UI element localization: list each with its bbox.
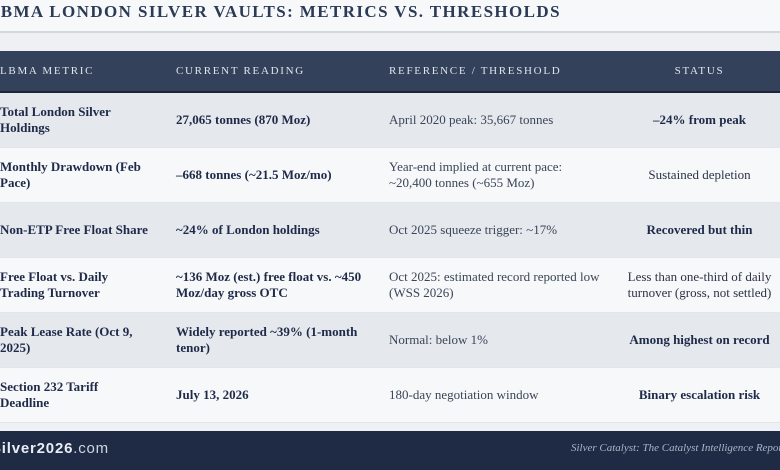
cell-reference: April 2020 peak: 35,667 tonnes <box>377 92 611 148</box>
cell-reference: Oct 2025 squeeze trigger: ~17% <box>377 202 611 258</box>
cell-metric: Section 232 Tariff Deadline <box>0 367 164 423</box>
cell-status: Among highest on record <box>611 312 780 368</box>
table-row: Non-ETP Free Float Share ~24% of London h… <box>0 202 780 258</box>
cell-reading: ~136 Moz (est.) free float vs. ~450 Moz/… <box>164 257 377 313</box>
cell-metric: Monthly Drawdown (Feb Pace) <box>0 147 164 203</box>
header-metric: LBMA METRIC <box>0 51 164 93</box>
brand-logo: Silver2026.com <box>0 440 109 457</box>
header-reading: CURRENT READING <box>164 51 377 93</box>
cell-metric: Total London Silver Holdings <box>0 92 164 148</box>
footer-tagline: Silver Catalyst: The Catalyst Intelligen… <box>571 442 780 454</box>
cell-reference: Year-end implied at current pace: ~20,40… <box>377 147 611 203</box>
cell-status: Less than one-third of daily turnover (g… <box>611 257 780 313</box>
cell-status: Recovered but thin <box>611 202 780 258</box>
title-bar: LBMA LONDON SILVER VAULTS: METRICS VS. T… <box>0 0 780 33</box>
table-body: Total London Silver Holdings 27,065 tonne… <box>0 92 780 423</box>
cell-status: Binary escalation risk <box>611 367 780 423</box>
cell-reference: Oct 2025: estimated record reported low … <box>377 257 611 313</box>
cell-reading: ~24% of London holdings <box>164 202 377 258</box>
table-row: Peak Lease Rate (Oct 9, 2025) Widely repo… <box>0 312 780 368</box>
cell-metric: Free Float vs. Daily Trading Turnover <box>0 257 164 313</box>
cell-reading: –668 tonnes (~21.5 Moz/mo) <box>164 147 377 203</box>
table-row: Free Float vs. Daily Trading Turnover ~13… <box>0 257 780 313</box>
cell-reference: Normal: below 1% <box>377 312 611 368</box>
footer-bar: Silver2026.com Silver Catalyst: The Cata… <box>0 431 780 470</box>
header-row: LBMA METRIC CURRENT READING REFERENCE / … <box>0 51 780 93</box>
table-header: LBMA METRIC CURRENT READING REFERENCE / … <box>0 51 780 93</box>
cell-reading: 27,065 tonnes (870 Moz) <box>164 92 377 148</box>
header-status: STATUS <box>611 51 780 93</box>
cell-metric: Peak Lease Rate (Oct 9, 2025) <box>0 312 164 368</box>
cell-reference: 180-day negotiation window <box>377 367 611 423</box>
table-row: Section 232 Tariff Deadline July 13, 2026… <box>0 367 780 423</box>
metrics-table: LBMA METRIC CURRENT READING REFERENCE / … <box>0 51 780 423</box>
table-row: Total London Silver Holdings 27,065 tonne… <box>0 92 780 148</box>
header-reference: REFERENCE / THRESHOLD <box>377 51 611 93</box>
cell-status: Sustained depletion <box>611 147 780 203</box>
brand-tld: .com <box>73 440 109 457</box>
cell-reading: July 13, 2026 <box>164 367 377 423</box>
page-title: LBMA LONDON SILVER VAULTS: METRICS VS. T… <box>0 2 561 21</box>
cell-metric: Non-ETP Free Float Share <box>0 202 164 258</box>
cell-reading: Widely reported ~39% (1-month tenor) <box>164 312 377 368</box>
cell-status: –24% from peak <box>611 92 780 148</box>
brand-name: Silver2026 <box>0 440 74 457</box>
table-row: Monthly Drawdown (Feb Pace) –668 tonnes (… <box>0 147 780 203</box>
